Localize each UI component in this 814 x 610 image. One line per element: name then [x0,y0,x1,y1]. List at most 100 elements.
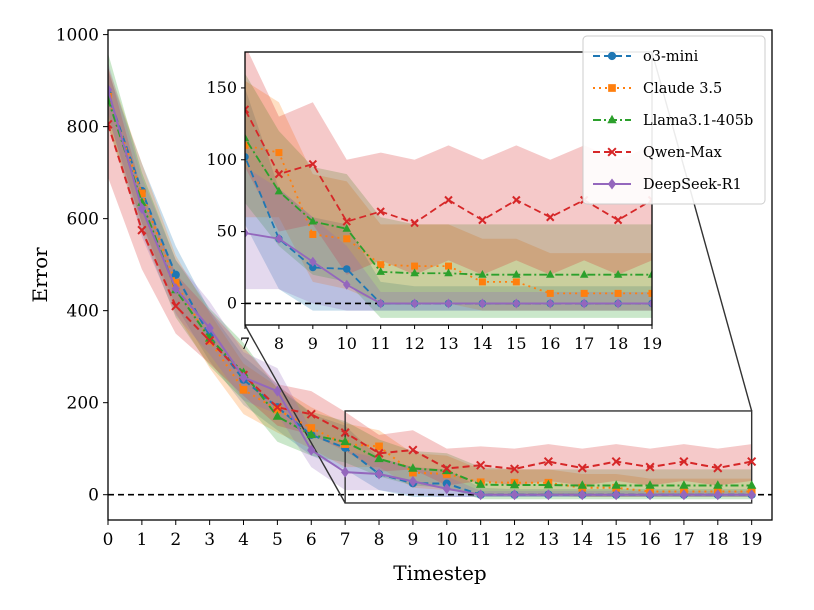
inset-point-claude-3-5 [580,289,588,297]
main-series-lines [108,84,757,501]
x-tick-label: 5 [272,530,283,550]
main-point-o3-mini [171,270,180,279]
main-point-claude-3-5 [171,279,180,287]
x-tick-label: 15 [605,530,627,550]
y-tick-label: 200 [67,394,99,414]
inset-point-llama3-1-405b [444,268,453,277]
main-band-claude-3-5 [108,66,752,497]
y-tick-label: 800 [67,118,99,138]
x-tick-label: 11 [470,530,492,550]
main-point-qwen-max [509,464,520,474]
inset-x-tick-label: 12 [404,334,424,353]
main-line-deepseek-r1 [108,89,752,496]
x-tick-label: 6 [306,530,317,550]
main-point-qwen-max [205,336,215,346]
x-tick-label: 14 [571,530,593,550]
main-point-claude-3-5 [375,442,383,451]
inset-point-llama3-1-405b [376,267,385,275]
main-point-deepseek-r1 [747,489,756,501]
inset-point-llama3-1-405b [647,269,652,278]
legend-marker-claude-3-5 [608,84,616,92]
x-tick-label: 12 [504,530,526,550]
inset-x-tick-label: 19 [642,334,662,353]
inset-x-tick-label: 9 [308,334,318,353]
main-point-qwen-max [408,445,418,455]
main-point-claude-3-5 [138,189,146,198]
main-point-qwen-max [645,462,655,472]
main-point-qwen-max [476,460,486,470]
inset-point-llama3-1-405b [274,186,284,195]
inset-point-deepseek-r1 [478,298,487,309]
inset-point-deepseek-r1 [376,298,385,309]
x-tick-label: 4 [238,530,249,550]
inset-point-deepseek-r1 [580,298,588,309]
inset-y-tick-label: 50 [217,222,237,241]
main-point-qwen-max [543,457,553,467]
inset-series [245,105,652,309]
inset-point-o3-mini [309,263,317,272]
inset-point-llama3-1-405b [342,223,351,232]
inset-point-claude-3-5 [245,141,249,149]
main-point-qwen-max [306,409,316,419]
main-point-deepseek-r1 [205,322,214,334]
inset-point-qwen-max [342,217,351,226]
inset-x-tick-label: 8 [274,334,284,353]
inset-point-deepseek-r1 [343,279,351,290]
x-tick-label: 18 [707,530,729,550]
main-point-llama3-1-405b [679,480,689,489]
x-tick-label: 17 [673,530,695,550]
inset-point-claude-3-5 [478,278,486,286]
inset-line-deepseek-r1 [245,231,652,305]
inset-band-deepseek-r1 [245,166,652,311]
inset-y-tick-label: 0 [227,293,237,312]
inset-point-deepseek-r1 [512,298,521,309]
inset-point-deepseek-r1 [614,298,622,309]
inset-band-claude-3-5 [245,80,652,311]
inset-point-claude-3-5 [512,278,520,286]
main-point-claude-3-5 [239,385,248,394]
main-point-llama3-1-405b [374,453,384,463]
main-point-claude-3-5 [273,405,282,414]
legend-label-o3-mini: o3-mini [643,49,699,65]
inset-point-qwen-max [512,195,521,205]
main-point-claude-3-5 [409,468,417,477]
y-tick-label: 0 [88,486,99,506]
inset-bands [245,52,652,325]
legend-box [582,35,766,205]
main-point-llama3-1-405b [645,480,655,489]
inset-x-tick-label: 10 [337,334,357,353]
main-point-deepseek-r1 [578,489,587,501]
inset-axes: 7 8 9 10 11 12 13 14 15 16 17 18 19 0 50 100 150 [206,51,662,353]
main-point-qwen-max [442,463,452,474]
inset-point-llama3-1-405b [512,269,521,278]
inset-point-claude-3-5 [546,289,554,297]
inset-point-llama3-1-405b [546,269,555,278]
inset-point-claude-3-5 [309,230,317,238]
main-point-llama3-1-405b [577,480,587,489]
main-point-qwen-max [679,457,689,467]
inset-point-deepseek-r1 [546,298,554,309]
main-point-deepseek-r1 [408,475,418,487]
inset-point-o3-mini [343,265,351,273]
main-point-llama3-1-405b [475,479,486,488]
inset-point-claude-3-5 [411,262,419,270]
inset-point-claude-3-5 [377,261,385,269]
main-point-qwen-max [137,225,147,235]
legend-marker-o3-mini [607,51,617,61]
inset-band-o3-mini [245,87,652,311]
y-tick-label: 1000 [56,26,99,46]
zoom-rectangle [344,410,753,504]
main-line-llama3-1-405b [108,98,752,487]
main-band-qwen-max [108,66,752,486]
inset-point-qwen-max [308,159,318,169]
main-point-qwen-max [272,402,282,412]
inset-point-deepseek-r1 [410,298,419,309]
legend-label-deepseek-r1: DeepSeek-R1 [643,177,742,193]
main-point-deepseek-r1 [307,444,316,456]
main-point-deepseek-r1 [442,483,451,495]
y-axis-label: Error [28,247,52,303]
inset-x-tick-label: 18 [608,334,628,353]
main-point-qwen-max [611,457,621,467]
inset-point-o3-mini [245,153,249,161]
main-axes: 0 1 2 3 4 5 6 7 8 9 10 11 12 13 14 15 16 17 18 190200400600… [56,26,773,550]
